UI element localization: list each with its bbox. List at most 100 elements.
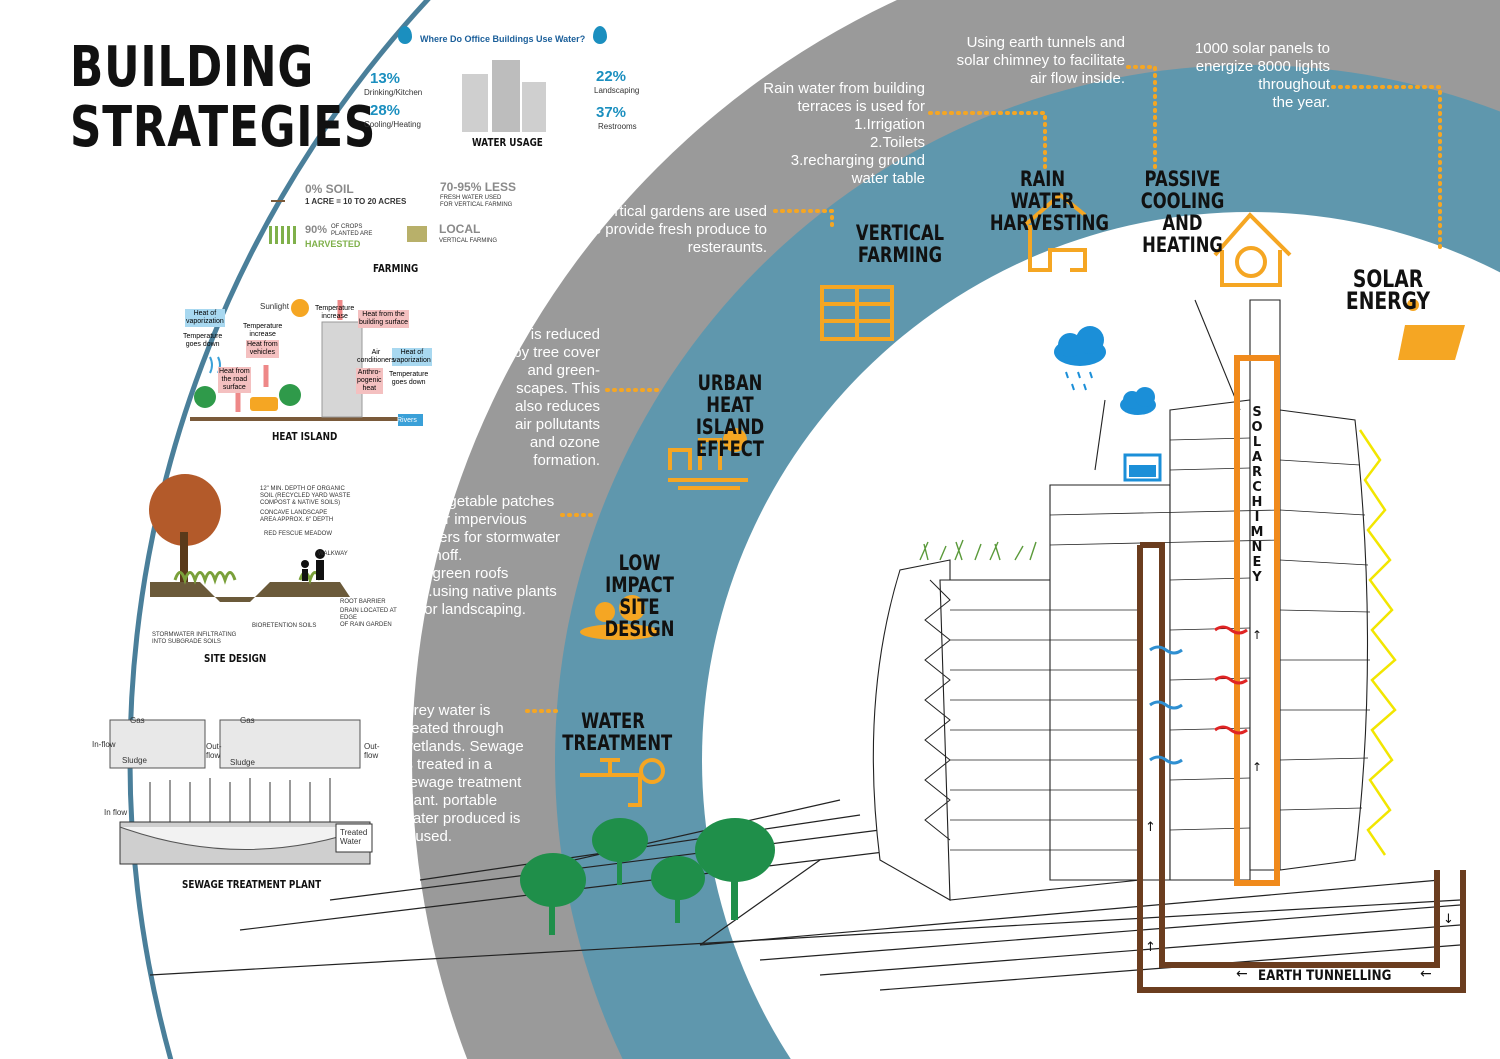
- label-cooling: Cooling/Heating: [364, 120, 421, 129]
- farming-local-text: VERTICAL FARMING: [439, 238, 498, 244]
- farming-harvest-pct: 90%: [305, 224, 328, 236]
- vertical-farming-heading: VERTICAL FARMING: [855, 221, 945, 267]
- pct-drinking: 13%: [370, 70, 401, 87]
- label-landscaping: Landscaping: [594, 86, 640, 95]
- sewage-label-outflow-1: Out- flow: [206, 742, 222, 760]
- hi-box-5: Heat from the road surface: [218, 367, 251, 393]
- water-treatment-heading: WATER TREATMENT: [562, 709, 673, 755]
- earth-tunnel: [1137, 542, 1466, 993]
- vertical-note: Vertical gardens are used to provide fre…: [588, 203, 767, 256]
- hi-box-8: Heat of vaporization: [392, 348, 432, 366]
- tunnel-arrow-down: ↓: [1443, 912, 1454, 927]
- sewage-label-gas-2: Gas: [240, 716, 255, 725]
- label-drinking: Drinking/Kitchen: [364, 88, 423, 97]
- chimney-arrow-up-1: ↑: [1252, 628, 1263, 642]
- pct-cooling: 28%: [370, 102, 401, 119]
- sewage-illustration: [109, 719, 373, 865]
- site-label-2: CONCAVE LANDSCAPE AREA APPROX. 6" DEPTH: [260, 510, 334, 523]
- heat-island-caption: HEAT ISLAND: [272, 430, 338, 443]
- site-design-illustration: [149, 474, 350, 602]
- strategy-icons: [580, 192, 1465, 807]
- water-usage-panel: Where Do Office Buildings Use Water? 13%…: [360, 18, 639, 149]
- solar-note: 1000 solar panels to energize 8000 light…: [1194, 40, 1330, 111]
- earth-tunnelling-label: EARTH TUNNELLING: [1258, 968, 1392, 984]
- site-design-panel: 12" MIN. DEPTH OF ORGANIC SOIL (RECYCLED…: [140, 472, 410, 667]
- farming-soil-text: 1 ACRE = 10 TO 20 ACRES: [305, 197, 407, 206]
- wheat-icon: [269, 226, 297, 244]
- office-buildings-icon: [462, 60, 546, 132]
- trees: [520, 818, 775, 935]
- sewage-panel: In-flow Gas Out- flow Sludge Gas Sludge …: [90, 712, 390, 892]
- hi-box-9: Anthro- pogenic heat: [356, 368, 383, 394]
- hi-box-4: Heat from vehicles: [246, 340, 279, 358]
- green-roof: [919, 539, 1037, 561]
- water-usage-heading: Where Do Office Buildings Use Water?: [420, 34, 586, 44]
- rain-note: Rain water from building terraces is use…: [763, 80, 925, 187]
- site-label-7: BIORETENTION SOILS: [252, 623, 317, 629]
- water-note: Grey water is treated through wetlands. …: [402, 702, 524, 845]
- site-design-caption: SITE DESIGN: [204, 652, 267, 665]
- site-label-5: ROOT BARRIER: [340, 599, 386, 605]
- rain-water-heading: RAIN WATER HARVESTING: [989, 167, 1109, 235]
- farming-local-title: LOCAL: [439, 222, 481, 236]
- airflow-arrows: [1149, 625, 1248, 765]
- hi-box-1: Heat of vaporization: [185, 309, 225, 327]
- solar-facade: [1358, 429, 1397, 856]
- site-label-3: RED FESCUE MEADOW: [264, 531, 333, 537]
- site-label-8: STORMWATER INFILTRATING INTO SUBGRADE SO…: [152, 632, 237, 645]
- sewage-label-sludge-1: Sludge: [122, 756, 147, 765]
- pct-restrooms: 37%: [596, 104, 627, 121]
- water-drop-icon: [593, 26, 607, 44]
- tunnel-arrow-left-1: ←: [1236, 966, 1248, 982]
- farming-panel: 0% SOIL 1 ACRE = 10 TO 20 ACRES 70-95% L…: [255, 172, 530, 277]
- hi-box-3: Temperature increase: [243, 323, 283, 338]
- sunlight-label: Sunlight: [260, 302, 289, 311]
- sewage-label-inflow: In-flow: [92, 740, 116, 749]
- tunnel-arrow-up-1: ↑: [1145, 820, 1156, 835]
- label-restrooms: Restrooms: [598, 122, 637, 131]
- site-label-6: DRAIN LOCATED AT EDGE OF RAIN GARDEN: [340, 608, 397, 628]
- sewage-label-outflow-2: Out- flow: [364, 742, 380, 760]
- hi-box-2: Temperature goes down: [183, 333, 223, 348]
- sprout-icon: [271, 182, 285, 202]
- low-impact-note: 1.vegetable patches near impervious laye…: [420, 493, 561, 618]
- hi-box-10: Temperature goes down: [389, 371, 429, 386]
- sewage-label-treated: Treated Water: [340, 828, 368, 846]
- solar-energy-heading: SOLAR ENERGY: [1345, 265, 1431, 315]
- zigzag-facade: [924, 579, 951, 841]
- farming-less-text: FRESH WATER USED FOR VERTICAL FARMING: [440, 195, 513, 208]
- urban-note: This is reduced by tree cover and green-…: [498, 326, 600, 469]
- tunnel-arrow-up-2: ↑: [1145, 940, 1156, 955]
- solar-chimney: [1234, 355, 1280, 886]
- heat-island-panel: Sunlight Heat of vaporization Temperatur…: [180, 292, 432, 444]
- pct-landscaping: 22%: [596, 68, 627, 85]
- passive-cooling-heading: PASSIVE COOLING AND HEATING: [1140, 167, 1225, 257]
- rain-collector-icon: [1120, 387, 1162, 482]
- hi-box-11: Air conditioners: [357, 349, 395, 364]
- hi-box-7: Temperature increase: [315, 305, 355, 320]
- farming-less-title: 70-95% LESS: [440, 180, 517, 194]
- solar-chimney-label: SOLAR CHIMNEY: [1250, 405, 1264, 585]
- water-drop-icon: [398, 26, 412, 44]
- farming-harvest-small: OF CROPS PLANTED ARE: [331, 224, 373, 237]
- chimney-arrow-up-2: ↑: [1252, 760, 1263, 774]
- sewage-caption: SEWAGE TREATMENT PLANT: [182, 878, 322, 891]
- urban-heat-heading: URBAN HEAT ISLAND EFFECT: [695, 371, 765, 461]
- farming-soil-title: 0% SOIL: [305, 182, 354, 196]
- heat-island-illustration: [190, 299, 423, 426]
- page-title: BUILDING STRATEGIES: [70, 35, 377, 160]
- farming-caption: FARMING: [373, 262, 419, 275]
- water-usage-caption: WATER USAGE: [472, 136, 543, 149]
- farming-harvest-title: HARVESTED: [305, 239, 361, 249]
- hi-box-6: Heat from the building surface: [358, 310, 410, 328]
- hi-box-12: Rivers: [397, 417, 417, 424]
- sewage-label-gas-1: Gas: [130, 716, 145, 725]
- low-impact-heading: LOW IMPACT SITE DESIGN: [604, 551, 675, 641]
- sewage-label-inflow-2: In flow: [104, 808, 128, 817]
- barn-icon: [407, 226, 427, 242]
- site-label-1: 12" MIN. DEPTH OF ORGANIC SOIL (RECYCLED…: [260, 486, 351, 506]
- rain-cloud-icon: [1054, 326, 1106, 391]
- passive-note: Using earth tunnels and solar chimney to…: [956, 34, 1125, 87]
- tunnel-arrow-left-2: ←: [1420, 966, 1432, 982]
